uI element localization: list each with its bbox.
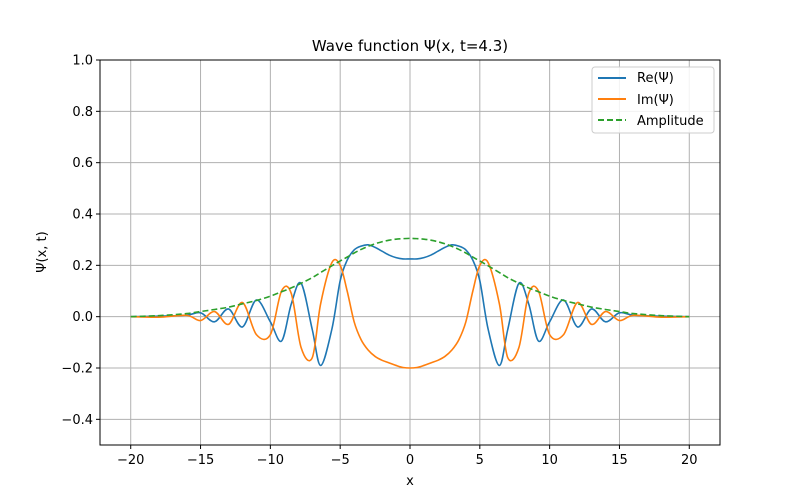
x-tick-label: −20 (117, 453, 144, 468)
y-axis-label: Ψ(x, t) (35, 231, 50, 272)
series-layer (130, 237, 690, 369)
x-tick-label: −10 (257, 453, 284, 468)
legend-label-re: Re(Ψ) (637, 71, 674, 86)
legend: Re(Ψ) Im(Ψ) Amplitude (591, 66, 715, 134)
y-tick-label: 0.8 (72, 105, 93, 120)
y-tick-label: 0.4 (72, 208, 93, 223)
legend-frame (591, 66, 715, 134)
y-tick-label: 0.2 (72, 259, 93, 274)
x-tick-label: 0 (406, 453, 414, 468)
ticks: −20 −15 −10 −5 0 5 10 15 20 −0.4 −0.2 0.0 0.2 0.4 0.6 0… (61, 54, 697, 469)
y-tick-label: −0.2 (61, 362, 93, 377)
series-im-psi (130, 258, 690, 369)
x-axis-label: x (406, 474, 414, 489)
x-tick-label: 20 (681, 453, 698, 468)
x-tick-label: −15 (187, 453, 214, 468)
y-tick-label: 1.0 (72, 54, 93, 69)
y-tick-label: −0.4 (61, 413, 93, 428)
chart-title: Wave function Ψ(x, t=4.3) (312, 37, 508, 55)
x-tick-label: 5 (476, 453, 484, 468)
series-re-psi (130, 243, 690, 367)
legend-label-amplitude: Amplitude (637, 114, 704, 129)
legend-label-im: Im(Ψ) (637, 93, 674, 108)
x-tick-label: 15 (611, 453, 628, 468)
y-tick-label: 0.6 (72, 156, 93, 171)
series-amplitude (130, 237, 690, 318)
x-tick-label: −5 (331, 453, 350, 468)
x-tick-label: 10 (541, 453, 558, 468)
y-tick-label: 0.0 (72, 310, 93, 325)
